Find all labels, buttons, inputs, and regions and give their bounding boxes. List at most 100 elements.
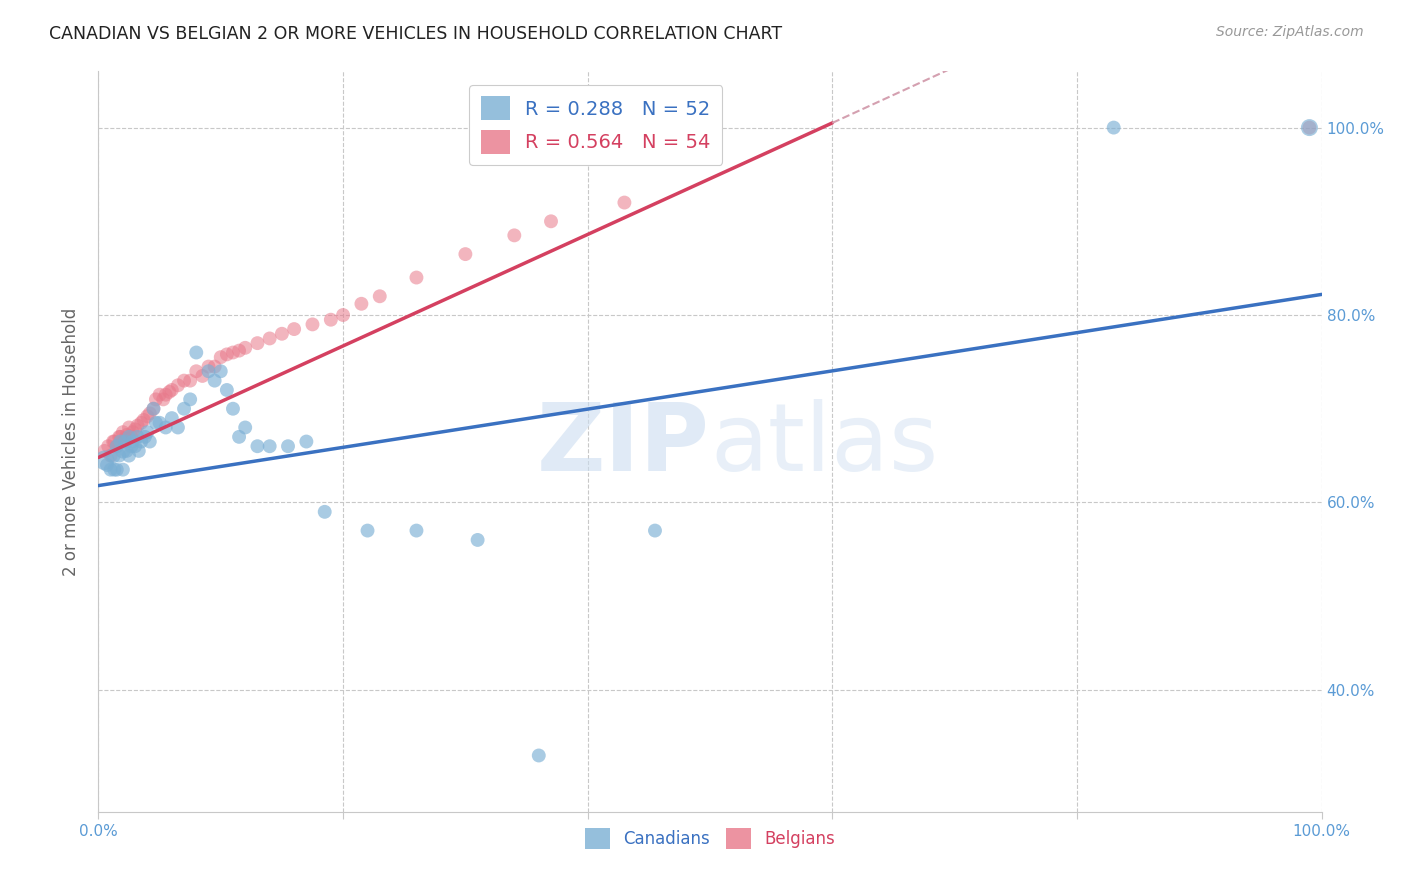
- Point: [118, 449, 141, 463]
- Point: [540, 214, 562, 228]
- Point: [118, 420, 141, 434]
- Point: [259, 331, 281, 345]
- Point: [222, 401, 245, 416]
- Point: [191, 368, 214, 383]
- Point: [1298, 120, 1320, 135]
- Point: [114, 432, 136, 446]
- Point: [167, 378, 190, 392]
- Point: [120, 430, 142, 444]
- Point: [467, 533, 489, 547]
- Y-axis label: 2 or more Vehicles in Household: 2 or more Vehicles in Household: [62, 308, 80, 575]
- Point: [105, 463, 128, 477]
- Point: [314, 505, 336, 519]
- Point: [233, 420, 256, 434]
- Point: [1298, 120, 1320, 135]
- Point: [209, 350, 232, 364]
- Point: [149, 387, 172, 401]
- Point: [368, 289, 391, 303]
- Point: [105, 439, 128, 453]
- Point: [110, 434, 132, 449]
- Point: [228, 430, 250, 444]
- Point: [405, 270, 427, 285]
- Point: [118, 430, 141, 444]
- Point: [111, 425, 134, 439]
- Point: [96, 458, 118, 472]
- Point: [167, 420, 190, 434]
- Point: [204, 359, 226, 374]
- Legend: Canadians, Belgians: Canadians, Belgians: [578, 822, 842, 855]
- Point: [173, 401, 195, 416]
- Point: [152, 392, 174, 407]
- Point: [527, 748, 550, 763]
- Point: [405, 524, 427, 538]
- Point: [120, 439, 142, 453]
- Text: atlas: atlas: [710, 400, 938, 491]
- Point: [127, 430, 149, 444]
- Point: [115, 444, 138, 458]
- Point: [209, 364, 232, 378]
- Point: [111, 444, 134, 458]
- Point: [149, 416, 172, 430]
- Point: [93, 453, 115, 467]
- Point: [114, 434, 136, 449]
- Point: [204, 374, 226, 388]
- Point: [246, 439, 269, 453]
- Point: [129, 434, 152, 449]
- Point: [142, 401, 165, 416]
- Point: [121, 434, 143, 449]
- Point: [160, 411, 183, 425]
- Point: [103, 463, 125, 477]
- Point: [101, 449, 124, 463]
- Point: [110, 430, 132, 444]
- Point: [613, 195, 636, 210]
- Point: [215, 383, 238, 397]
- Text: CANADIAN VS BELGIAN 2 OR MORE VEHICLES IN HOUSEHOLD CORRELATION CHART: CANADIAN VS BELGIAN 2 OR MORE VEHICLES I…: [49, 25, 782, 43]
- Point: [145, 416, 167, 430]
- Point: [454, 247, 477, 261]
- Point: [503, 228, 526, 243]
- Point: [270, 326, 294, 341]
- Point: [100, 463, 122, 477]
- Point: [101, 434, 124, 449]
- Text: ZIP: ZIP: [537, 400, 710, 491]
- Point: [295, 434, 318, 449]
- Point: [179, 392, 201, 407]
- Point: [173, 374, 195, 388]
- Point: [283, 322, 305, 336]
- Point: [127, 418, 149, 433]
- Point: [157, 384, 180, 399]
- Point: [139, 406, 162, 420]
- Point: [155, 387, 177, 401]
- Point: [124, 439, 146, 453]
- Point: [1102, 120, 1125, 135]
- Point: [97, 439, 120, 453]
- Point: [197, 359, 219, 374]
- Point: [129, 416, 152, 430]
- Point: [179, 374, 201, 388]
- Point: [301, 318, 323, 332]
- Point: [233, 341, 256, 355]
- Point: [108, 449, 131, 463]
- Point: [121, 425, 143, 439]
- Point: [103, 434, 125, 449]
- Point: [160, 383, 183, 397]
- Point: [644, 524, 666, 538]
- Point: [93, 444, 115, 458]
- Point: [134, 430, 156, 444]
- Point: [186, 364, 208, 378]
- Point: [136, 409, 159, 424]
- Point: [277, 439, 299, 453]
- Point: [128, 444, 150, 458]
- Point: [350, 297, 373, 311]
- Point: [111, 463, 134, 477]
- Point: [136, 425, 159, 439]
- Point: [222, 345, 245, 359]
- Point: [132, 413, 155, 427]
- Point: [215, 347, 238, 361]
- Point: [228, 343, 250, 358]
- Point: [100, 449, 122, 463]
- Point: [332, 308, 354, 322]
- Point: [115, 428, 138, 442]
- Point: [108, 430, 131, 444]
- Text: Source: ZipAtlas.com: Source: ZipAtlas.com: [1216, 25, 1364, 39]
